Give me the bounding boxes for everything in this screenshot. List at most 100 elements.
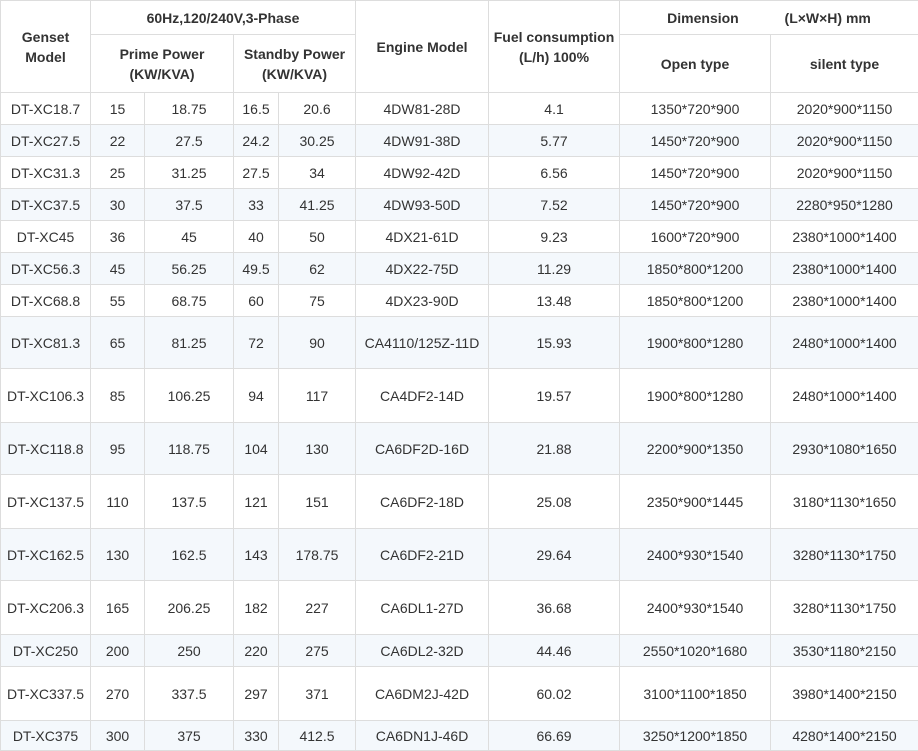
standby-kw-cell: 143: [234, 529, 279, 581]
open-dimension-cell: 2350*900*1445: [620, 475, 771, 529]
standby-kw-cell: 182: [234, 581, 279, 635]
prime-kw-cell: 36: [91, 221, 145, 253]
open-dimension-cell: 1450*720*900: [620, 125, 771, 157]
prime-kva-cell: 18.75: [145, 93, 234, 125]
header-dimension-unit: (L×W×H) mm: [785, 10, 871, 26]
model-cell: DT-XC250: [1, 635, 91, 667]
engine-cell: 4DX23-90D: [356, 285, 489, 317]
standby-kw-cell: 330: [234, 721, 279, 751]
fuel-cell: 36.68: [489, 581, 620, 635]
open-dimension-cell: 1900*800*1280: [620, 317, 771, 369]
standby-kva-cell: 50: [279, 221, 356, 253]
fuel-cell: 44.46: [489, 635, 620, 667]
prime-kw-cell: 85: [91, 369, 145, 423]
prime-kva-cell: 137.5: [145, 475, 234, 529]
open-dimension-cell: 1850*800*1200: [620, 285, 771, 317]
header-dimension: Dimension (L×W×H) mm: [620, 1, 918, 35]
standby-kw-cell: 60: [234, 285, 279, 317]
prime-kva-cell: 118.75: [145, 423, 234, 475]
prime-kw-cell: 15: [91, 93, 145, 125]
prime-kw-cell: 270: [91, 667, 145, 721]
prime-kw-cell: 55: [91, 285, 145, 317]
prime-kva-cell: 206.25: [145, 581, 234, 635]
model-cell: DT-XC27.5: [1, 125, 91, 157]
fuel-cell: 19.57: [489, 369, 620, 423]
model-cell: DT-XC162.5: [1, 529, 91, 581]
standby-kw-cell: 297: [234, 667, 279, 721]
prime-kw-cell: 45: [91, 253, 145, 285]
fuel-cell: 15.93: [489, 317, 620, 369]
standby-kva-cell: 90: [279, 317, 356, 369]
prime-kw-cell: 110: [91, 475, 145, 529]
prime-kva-cell: 250: [145, 635, 234, 667]
open-dimension-cell: 3250*1200*1850: [620, 721, 771, 751]
engine-cell: CA6DF2-21D: [356, 529, 489, 581]
open-dimension-cell: 2400*930*1540: [620, 529, 771, 581]
prime-kva-cell: 45: [145, 221, 234, 253]
header-silent-type: silent type: [771, 35, 918, 93]
header-open-type: Open type: [620, 35, 771, 93]
model-cell: DT-XC118.8: [1, 423, 91, 475]
fuel-cell: 4.1: [489, 93, 620, 125]
model-cell: DT-XC137.5: [1, 475, 91, 529]
silent-dimension-cell: 3280*1130*1750: [771, 529, 918, 581]
model-cell: DT-XC31.3: [1, 157, 91, 189]
silent-dimension-cell: 3530*1180*2150: [771, 635, 918, 667]
standby-kw-cell: 220: [234, 635, 279, 667]
standby-kva-cell: 178.75: [279, 529, 356, 581]
prime-kw-cell: 25: [91, 157, 145, 189]
header-prime-power: Prime Power (KW/KVA): [91, 35, 234, 93]
fuel-cell: 13.48: [489, 285, 620, 317]
engine-cell: CA6DL2-32D: [356, 635, 489, 667]
standby-kva-cell: 20.6: [279, 93, 356, 125]
standby-kva-cell: 34: [279, 157, 356, 189]
silent-dimension-cell: 2020*900*1150: [771, 93, 918, 125]
silent-dimension-cell: 2020*900*1150: [771, 125, 918, 157]
standby-kva-cell: 371: [279, 667, 356, 721]
prime-kw-cell: 200: [91, 635, 145, 667]
engine-cell: 4DW92-42D: [356, 157, 489, 189]
open-dimension-cell: 1850*800*1200: [620, 253, 771, 285]
standby-kva-cell: 130: [279, 423, 356, 475]
standby-kva-cell: 275: [279, 635, 356, 667]
header-fuel-consumption: Fuel consumption (L/h) 100%: [489, 1, 620, 93]
standby-kw-cell: 33: [234, 189, 279, 221]
standby-kva-cell: 41.25: [279, 189, 356, 221]
standby-kva-cell: 30.25: [279, 125, 356, 157]
prime-kw-cell: 300: [91, 721, 145, 751]
model-cell: DT-XC18.7: [1, 93, 91, 125]
engine-cell: CA6DN1J-46D: [356, 721, 489, 751]
standby-kw-cell: 24.2: [234, 125, 279, 157]
open-dimension-cell: 1350*720*900: [620, 93, 771, 125]
prime-kw-cell: 22: [91, 125, 145, 157]
prime-kw-cell: 30: [91, 189, 145, 221]
standby-kw-cell: 16.5: [234, 93, 279, 125]
model-cell: DT-XC68.8: [1, 285, 91, 317]
silent-dimension-cell: 2380*1000*1400: [771, 253, 918, 285]
engine-cell: CA6DF2-18D: [356, 475, 489, 529]
silent-dimension-cell: 2380*1000*1400: [771, 285, 918, 317]
model-cell: DT-XC337.5: [1, 667, 91, 721]
header-engine-model: Engine Model: [356, 1, 489, 93]
model-cell: DT-XC81.3: [1, 317, 91, 369]
prime-kw-cell: 95: [91, 423, 145, 475]
silent-dimension-cell: 2280*950*1280: [771, 189, 918, 221]
prime-kva-cell: 162.5: [145, 529, 234, 581]
prime-kva-cell: 81.25: [145, 317, 234, 369]
fuel-cell: 60.02: [489, 667, 620, 721]
prime-kva-cell: 56.25: [145, 253, 234, 285]
engine-cell: 4DW81-28D: [356, 93, 489, 125]
engine-cell: 4DX21-61D: [356, 221, 489, 253]
engine-cell: CA6DL1-27D: [356, 581, 489, 635]
prime-kva-cell: 27.5: [145, 125, 234, 157]
silent-dimension-cell: 2930*1080*1650: [771, 423, 918, 475]
